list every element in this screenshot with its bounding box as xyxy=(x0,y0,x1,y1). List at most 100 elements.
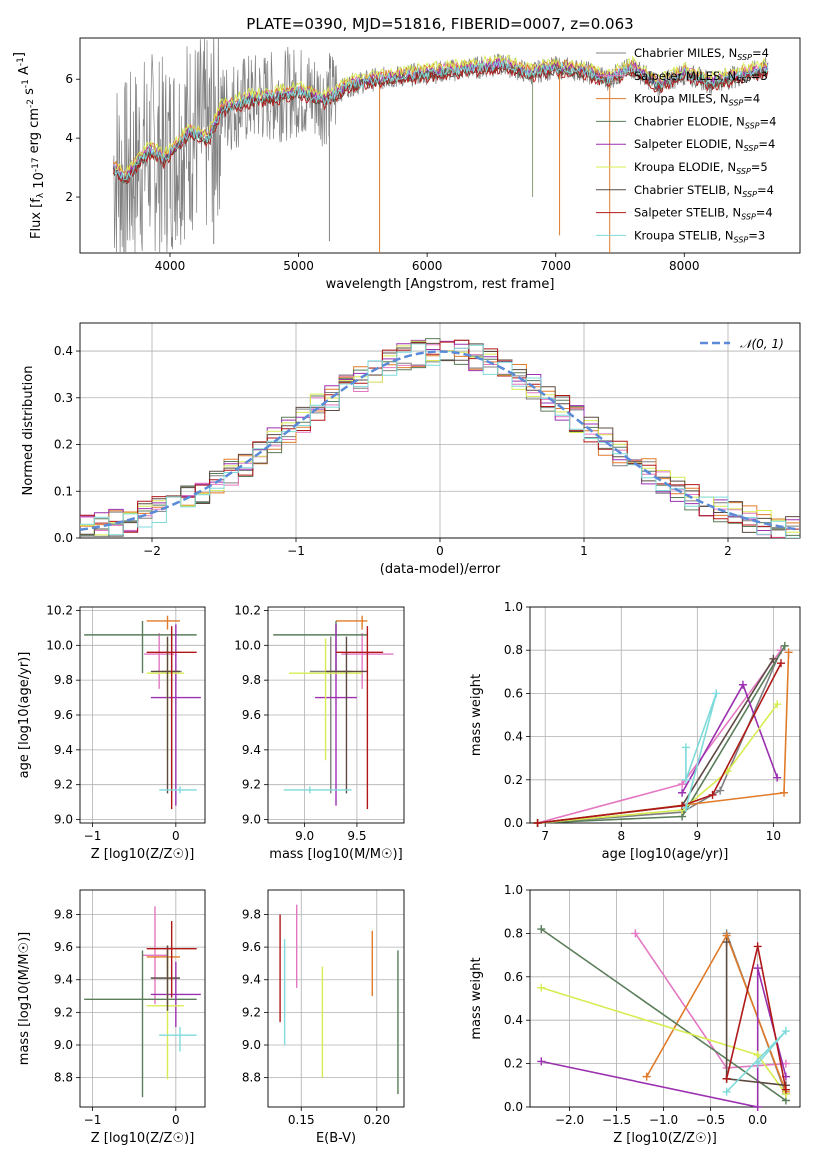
agez-ytick-label-6: 10.2 xyxy=(46,603,73,617)
legend-label-0: Chabrier MILES, NSSP=4 xyxy=(634,46,769,62)
hist-ytick-label-3: 0.3 xyxy=(54,391,73,405)
mwz-frame xyxy=(529,889,801,1108)
massebv-axes: 0.15 0.20 8.8 9.0 9.2 9.4 9.6 9.8 xyxy=(242,889,405,1127)
mwz-xlabel: Z [log10(Z/Z☉)] xyxy=(613,1131,717,1146)
legend-label-8: Kroupa STELIB, NSSP=3 xyxy=(634,228,765,244)
mwage-frame xyxy=(529,606,801,824)
hist-legend-label: 𝒩(0, 1) xyxy=(740,337,784,351)
mwz-series-2-marker-0 xyxy=(642,1072,651,1081)
mwz-xtick-label-0: −2.0 xyxy=(555,1113,584,1127)
mwage-series-2 xyxy=(537,652,790,824)
mwz-series-2 xyxy=(646,933,787,1093)
spectrum-legend: Chabrier MILES, NSSP=4 Salpeter MILES, NS… xyxy=(596,46,776,244)
hist-ylabel: Normed distribution xyxy=(21,366,36,496)
legend-label-5: Kroupa ELODIE, NSSP=5 xyxy=(634,160,768,176)
mwz-series-7-marker-1 xyxy=(753,942,762,951)
mwz-series-1-marker-0 xyxy=(631,929,640,938)
massz-ytick-label-1: 9.0 xyxy=(54,1038,73,1052)
agez-xtick-label-0: −1 xyxy=(84,829,102,843)
mwz-series-4 xyxy=(541,967,787,1108)
hist-normal-curve xyxy=(80,350,800,532)
agez-ytick-label-2: 9.4 xyxy=(54,743,73,757)
agemass-ytick-label-2: 9.4 xyxy=(242,743,261,757)
mwage-series-1-marker-1 xyxy=(678,780,687,789)
agemass-ytick-label-6: 10.2 xyxy=(234,603,261,617)
hist-ytick-label-4: 0.4 xyxy=(54,344,73,358)
agez-xtick-label-1: 0 xyxy=(172,829,180,843)
mwz-series-3-marker-0 xyxy=(537,925,546,934)
mwage-series-4-marker-1 xyxy=(738,680,747,689)
legend-label-1: Salpeter MILES, NSSP=3 xyxy=(634,69,768,85)
massz-ytick-label-3: 9.4 xyxy=(54,973,73,987)
massebv-ytick-label-0: 8.8 xyxy=(242,1071,261,1085)
mwage-xtick-label-2: 9 xyxy=(694,829,702,843)
mwage-series-8-marker-2 xyxy=(681,775,690,784)
mwz-series-6-marker-0 xyxy=(722,938,731,947)
massebv-ytick-label-4: 9.6 xyxy=(242,940,261,954)
mwage-series-4-marker-2 xyxy=(773,773,782,782)
massebv-frame xyxy=(267,889,405,1108)
mwage-series-3 xyxy=(537,645,786,824)
agemass-ytick-label-4: 9.8 xyxy=(242,673,261,687)
hist-ytick-label-1: 0.1 xyxy=(54,484,73,498)
hist-plot xyxy=(80,338,800,538)
spectrum-ytick-label-1: 4 xyxy=(65,131,73,145)
massz-ytick-label-2: 9.2 xyxy=(54,1005,73,1019)
mwage-series-5 xyxy=(537,703,778,824)
mwz-axes: −2.0 −1.5 −1.0 −0.5 0.0 0.0 0.2 0.4 0.6 0.8 1.0 xyxy=(504,883,801,1127)
mwage-ytick-label-0: 0.0 xyxy=(504,816,523,830)
mwz-ytick-label-1: 0.2 xyxy=(504,1057,523,1071)
mwz-ytick-label-5: 1.0 xyxy=(504,883,523,897)
mwage-series-8-marker-0 xyxy=(681,803,690,812)
hist-xtick-label-1: −1 xyxy=(287,544,305,558)
massz-xtick-label-1: 0 xyxy=(172,1113,180,1127)
mwz-ytick-label-3: 0.6 xyxy=(504,970,523,984)
spectrum-ylabel: Flux [fλ 10-17 erg cm-2 s-1 A-1] xyxy=(12,52,47,239)
mwage-xtick-label-0: 7 xyxy=(541,829,549,843)
mwage-series-0-marker-2 xyxy=(716,786,725,795)
mwage-series-8 xyxy=(685,693,718,809)
mwz-ytick-label-4: 0.8 xyxy=(504,926,523,940)
agemass-xtick-label-1: 9.5 xyxy=(347,829,366,843)
mwz-xtick-label-3: −0.5 xyxy=(696,1113,725,1127)
hist-ytick-label-2: 0.2 xyxy=(54,438,73,452)
mwz-ytick-label-2: 0.4 xyxy=(504,1013,523,1027)
mwage-ytick-label-3: 0.6 xyxy=(504,686,523,700)
agez-ytick-label-3: 9.6 xyxy=(54,708,73,722)
mwage-ytick-label-1: 0.2 xyxy=(504,773,523,787)
mwz-series-7-marker-0 xyxy=(722,1074,731,1083)
spectrum-model-kroupa-elodie xyxy=(113,54,769,178)
agez-ytick-label-1: 9.2 xyxy=(54,778,73,792)
mwage-series-3-marker-2 xyxy=(780,641,789,650)
hist-axes: −2 −1 0 1 2 0.0 0.1 0.2 0.3 0.4 xyxy=(54,322,801,558)
spectrum-ytick-label-0: 2 xyxy=(65,190,73,204)
massz-ylabel: mass [log10(M/M☉)] xyxy=(17,932,32,1065)
spectrum-axes: 4000 5000 6000 7000 8000 2 4 6 xyxy=(65,37,801,273)
massz-axes: −1 0 8.8 9.0 9.2 9.4 9.6 9.8 xyxy=(54,889,206,1127)
agez-ytick-label-5: 10.0 xyxy=(46,638,73,652)
legend-label-7: Salpeter STELIB, NSSP=4 xyxy=(634,206,773,222)
mwage-series-7-marker-2 xyxy=(708,790,717,799)
mwage-series-7 xyxy=(537,662,782,824)
massz-xtick-label-0: −1 xyxy=(84,1113,102,1127)
mwz-xtick-label-2: −1.0 xyxy=(649,1113,678,1127)
mwz-series-7-marker-2 xyxy=(781,1085,790,1094)
hist-xtick-label-3: 1 xyxy=(580,544,588,558)
legend-label-4: Salpeter ELODIE, NSSP=4 xyxy=(634,137,775,153)
mwz-xtick-label-4: 0.0 xyxy=(748,1113,767,1127)
massz-frame xyxy=(79,889,206,1108)
agez-xlabel: Z [log10(Z/Z☉)] xyxy=(91,847,195,862)
mwz-ylabel: mass weight xyxy=(469,957,484,1039)
massebv-xtick-label-0: 0.15 xyxy=(288,1113,315,1127)
agemass-xtick-label-0: 9.0 xyxy=(295,829,314,843)
hist-xtick-label-2: 0 xyxy=(436,544,444,558)
massz-ytick-label-4: 9.6 xyxy=(54,940,73,954)
mwz-series-8-marker-0 xyxy=(722,1087,731,1096)
mwz-series-5-marker-1 xyxy=(753,1050,762,1059)
spectrum-xlabel: wavelength [Angstrom, rest frame] xyxy=(326,277,555,292)
spectrum-data-line xyxy=(113,38,768,253)
mwage-axes: 7 8 9 10 0.0 0.2 0.4 0.6 0.8 1.0 xyxy=(504,600,801,843)
spectrum-model-kroupa-stelib xyxy=(113,59,769,181)
mwage-series-8-marker-1 xyxy=(712,689,721,698)
spectrum-xtick-label-1: 5000 xyxy=(283,259,314,273)
